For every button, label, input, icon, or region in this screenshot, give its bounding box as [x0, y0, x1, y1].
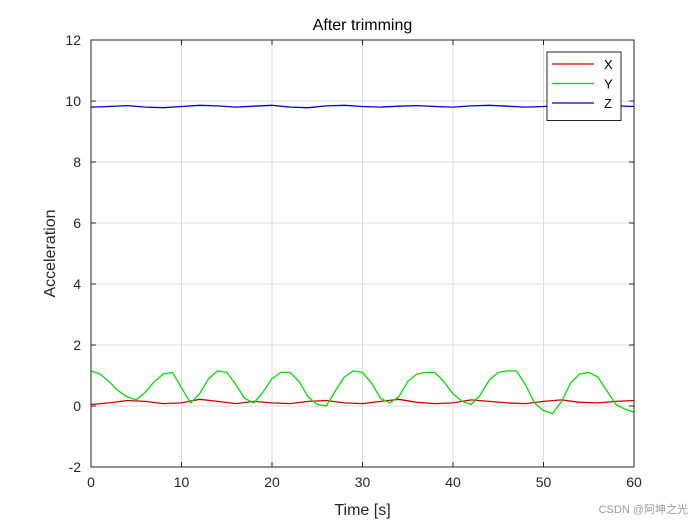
- x-tick-label: 30: [355, 474, 371, 490]
- y-tick-label: 2: [73, 337, 81, 353]
- series-line-y: [90, 370, 635, 415]
- x-tick-label: 60: [626, 474, 642, 490]
- legend-label-x: X: [604, 57, 613, 72]
- watermark: CSDN @阿坤之光: [598, 504, 688, 516]
- x-axis-label: Time [s]: [334, 502, 390, 519]
- x-tick-label: 50: [536, 474, 552, 490]
- y-tick-label: 6: [73, 215, 81, 231]
- legend-label-y: Y: [604, 77, 613, 92]
- y-tick-label: -2: [69, 459, 82, 475]
- y-axis-label: Acceleration: [42, 209, 59, 297]
- y-tick-label: 8: [73, 154, 81, 170]
- x-tick-label: 20: [264, 474, 280, 490]
- y-tick-label: 0: [73, 398, 81, 414]
- x-tick-label: 10: [174, 474, 190, 490]
- chart-title: After trimming: [313, 17, 413, 34]
- ticks: 0 10 20 30 40 50 60 -2 0 2 4 6 8 10 12: [65, 32, 642, 490]
- series-line-x: [90, 398, 635, 406]
- x-tick-label: 40: [445, 474, 461, 490]
- legend: XYZ: [546, 51, 622, 121]
- y-tick-label: 4: [73, 276, 81, 292]
- series-layer: [90, 104, 635, 415]
- y-tick-label: 10: [65, 93, 81, 109]
- y-tick-label: 12: [65, 32, 81, 48]
- plot-area: 0 10 20 30 40 50 60 -2 0 2 4 6 8 10 12: [65, 32, 642, 490]
- series-line-z: [90, 104, 635, 109]
- x-tick-label: 0: [87, 474, 95, 490]
- legend-label-z: Z: [604, 96, 612, 111]
